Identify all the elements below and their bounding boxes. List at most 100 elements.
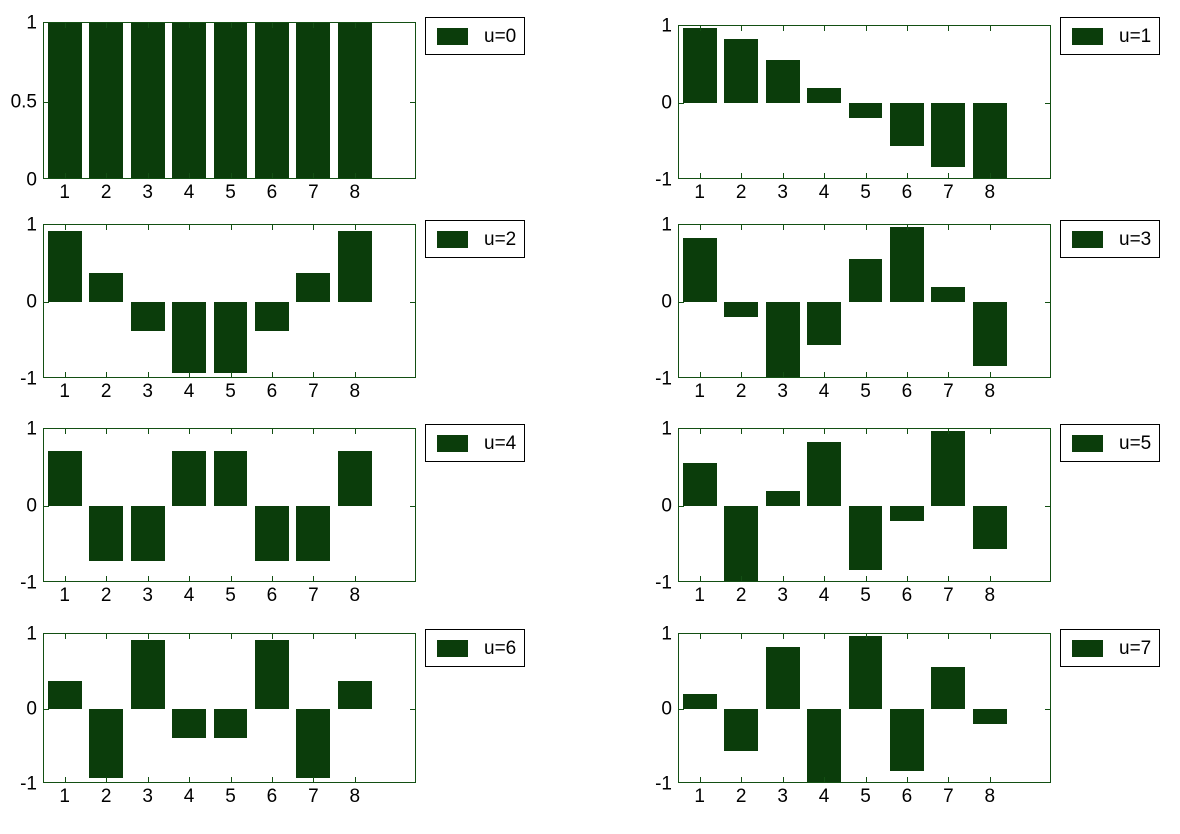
bar [848, 103, 883, 119]
x-tick-mark [106, 428, 108, 434]
x-tick-mark [906, 224, 908, 230]
x-tick-mark [782, 777, 784, 783]
x-tick-mark [948, 576, 950, 582]
x-tick-mark [230, 777, 232, 783]
y-tick-mark [1045, 506, 1051, 507]
x-tick-mark [354, 372, 356, 378]
legend-label: u=6 [484, 637, 517, 659]
bar [682, 238, 717, 302]
y-tick-mark [1045, 103, 1051, 104]
x-tick-mark [106, 224, 108, 230]
x-tick-mark [989, 25, 991, 31]
x-tick-mark [313, 633, 315, 639]
x-tick-label: 5 [225, 585, 236, 606]
x-tick-mark [782, 173, 784, 179]
x-tick-mark [189, 777, 191, 783]
x-tick-label: 6 [266, 381, 278, 402]
x-tick-label: 5 [860, 182, 871, 203]
y-tick-label: -1 [655, 169, 672, 191]
x-tick-mark [354, 224, 356, 230]
x-tick-mark [741, 633, 743, 639]
bar [889, 709, 924, 772]
x-tick-mark [189, 428, 191, 434]
x-tick-mark [699, 576, 701, 582]
bar [89, 23, 124, 178]
x-tick-label: 1 [59, 381, 71, 402]
x-tick-mark [989, 576, 991, 582]
y-tick-label: 0 [26, 698, 37, 720]
x-tick-mark [741, 576, 743, 582]
x-tick-label: 4 [183, 585, 195, 606]
x-tick-mark [824, 224, 826, 230]
x-tick-mark [699, 372, 701, 378]
legend-label: u=2 [484, 228, 517, 250]
x-tick-mark [313, 428, 315, 434]
x-tick-label: 7 [943, 786, 954, 807]
y-tick-label: 0 [26, 291, 37, 313]
x-tick-mark [824, 777, 826, 783]
axes-u1: -1 0 1 1 2 3 4 5 6 7 8 [655, 17, 1051, 202]
plot-area-u3 [679, 225, 1050, 377]
x-tick-label: 5 [860, 381, 871, 402]
legend-swatch [1072, 27, 1103, 45]
y-tick-mark [410, 506, 416, 507]
bar [172, 709, 207, 738]
x-tick-mark [699, 173, 701, 179]
bar [213, 302, 248, 373]
x-tick-mark [147, 428, 149, 434]
legend-label: u=4 [484, 432, 517, 454]
x-tick-mark [354, 576, 356, 582]
x-tick-mark [64, 22, 66, 28]
x-tick-mark [948, 428, 950, 434]
bar [130, 640, 165, 709]
y-tick-mark [43, 709, 49, 710]
x-tick-mark [865, 173, 867, 179]
bar [89, 272, 124, 302]
x-tick-mark [147, 633, 149, 639]
axes-u3: -1 0 1 1 2 3 4 5 6 7 8 [655, 216, 1051, 401]
x-tick-label: 8 [984, 182, 996, 203]
x-tick-mark [741, 777, 743, 783]
bar [89, 506, 124, 561]
x-tick-mark [106, 372, 108, 378]
axes-u6: -1 0 1 1 2 3 4 5 6 7 8 [20, 625, 416, 806]
x-tick-mark [354, 633, 356, 639]
y-tick-label: -1 [20, 368, 37, 390]
legend-label: u=7 [1119, 637, 1152, 659]
bar [213, 451, 248, 506]
y-tick-mark [678, 709, 684, 710]
y-tick-mark [1045, 302, 1051, 303]
y-tick-label: -1 [20, 773, 37, 795]
bar [296, 272, 331, 302]
x-tick-mark [865, 428, 867, 434]
legend-swatch [437, 639, 468, 657]
x-tick-label: 4 [183, 182, 195, 203]
x-tick-label: 4 [818, 381, 830, 402]
bar [47, 23, 82, 178]
x-tick-mark [865, 25, 867, 31]
x-tick-mark [354, 22, 356, 28]
legend-label: u=1 [1119, 25, 1152, 47]
bar [765, 646, 800, 709]
x-tick-label: 2 [735, 182, 747, 203]
y-tick-mark [678, 302, 684, 303]
x-tick-mark [906, 576, 908, 582]
y-tick-mark [410, 302, 416, 303]
y-tick-label: 1 [661, 214, 672, 236]
x-tick-mark [989, 173, 991, 179]
x-tick-mark [313, 372, 315, 378]
x-tick-mark [189, 633, 191, 639]
y-tick-label: 1 [26, 623, 37, 645]
x-tick-mark [906, 777, 908, 783]
x-tick-mark [64, 428, 66, 434]
x-tick-label: 6 [266, 182, 278, 203]
x-tick-label: 1 [694, 585, 706, 606]
x-tick-mark [230, 576, 232, 582]
bar [972, 103, 1007, 178]
x-tick-mark [865, 777, 867, 783]
x-tick-label: 4 [183, 381, 195, 402]
x-tick-mark [824, 372, 826, 378]
y-tick-label: -1 [655, 368, 672, 390]
x-tick-mark [782, 25, 784, 31]
x-tick-mark [147, 372, 149, 378]
